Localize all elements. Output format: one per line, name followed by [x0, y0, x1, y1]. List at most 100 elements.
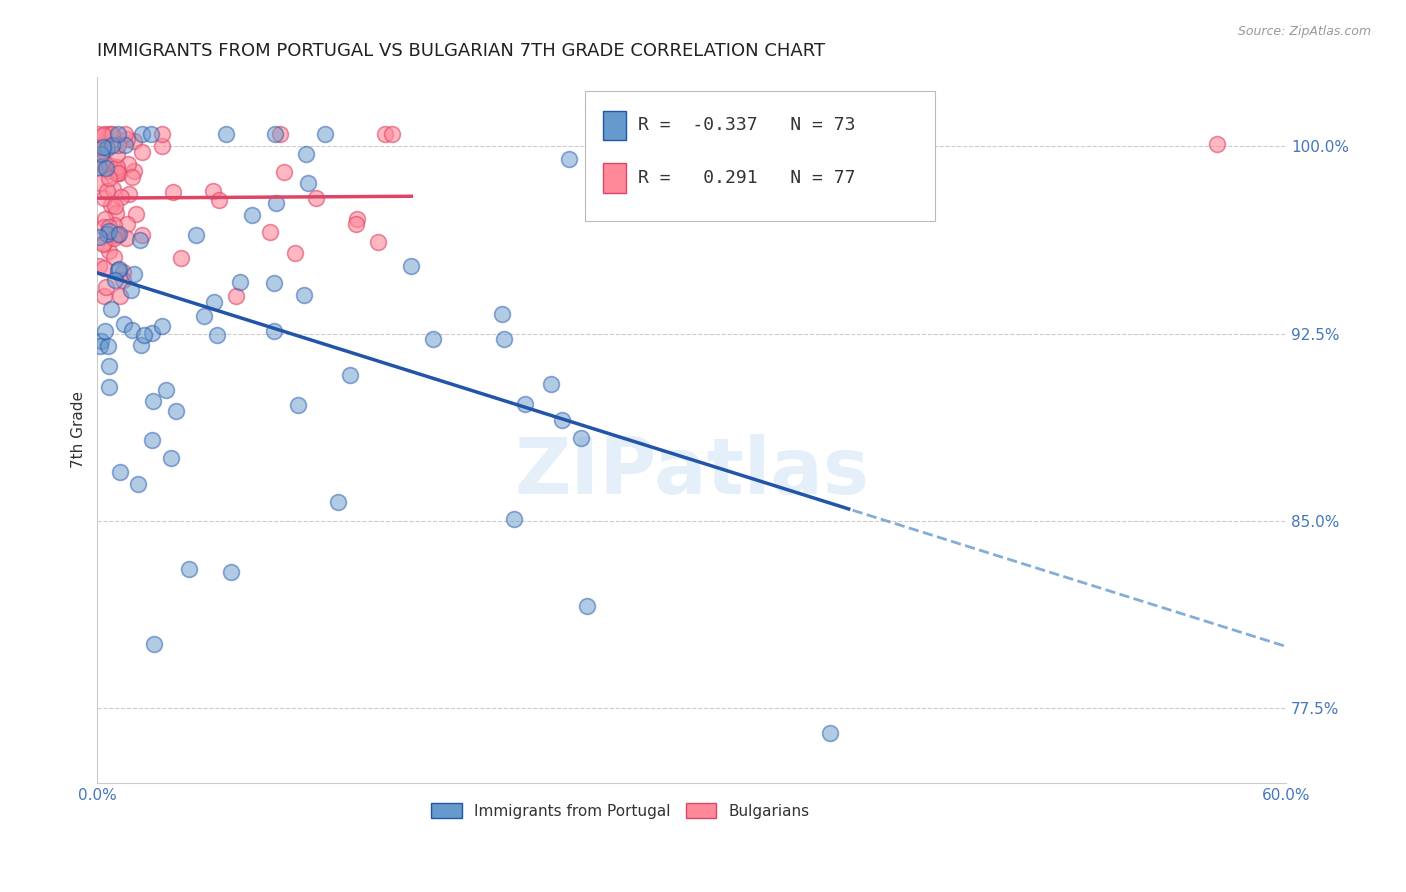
Bulgarians — [121, 169, 143, 184]
Bulgarians — [162, 186, 184, 200]
Bulgarians — [150, 139, 173, 153]
Immigrants from Portugal — [491, 308, 513, 322]
Bulgarians — [118, 187, 141, 202]
Bulgarians — [93, 235, 115, 250]
Bulgarians — [105, 227, 128, 242]
Immigrants from Portugal — [297, 177, 319, 191]
Bulgarians — [117, 157, 139, 171]
Bulgarians — [115, 132, 138, 146]
Bulgarians — [94, 212, 117, 227]
Immigrants from Portugal — [492, 332, 515, 346]
Immigrants from Portugal — [339, 368, 361, 382]
Immigrants from Portugal — [287, 398, 309, 412]
Bulgarians — [93, 289, 115, 303]
Bulgarians — [1205, 136, 1227, 151]
Bulgarians — [122, 163, 145, 178]
Immigrants from Portugal — [150, 319, 173, 334]
Bulgarians — [131, 227, 153, 242]
Immigrants from Portugal — [155, 383, 177, 397]
Immigrants from Portugal — [94, 324, 117, 338]
Bulgarians — [97, 219, 120, 234]
Immigrants from Portugal — [96, 161, 118, 175]
Immigrants from Portugal — [89, 339, 111, 353]
Bulgarians — [305, 191, 328, 205]
Bulgarians — [103, 219, 125, 233]
Immigrants from Portugal — [240, 207, 263, 221]
Bulgarians — [94, 127, 117, 141]
Immigrants from Portugal — [114, 138, 136, 153]
Bulgarians — [103, 250, 125, 264]
Bulgarians — [105, 227, 128, 242]
Immigrants from Portugal — [820, 726, 842, 740]
Bulgarians — [105, 160, 128, 174]
Immigrants from Portugal — [205, 328, 228, 343]
Immigrants from Portugal — [108, 466, 131, 480]
Bulgarians — [96, 185, 118, 199]
Bulgarians — [169, 251, 191, 265]
Bulgarians — [111, 272, 134, 286]
Bulgarians — [114, 127, 136, 141]
Immigrants from Portugal — [503, 512, 526, 526]
Immigrants from Portugal — [87, 160, 110, 174]
Immigrants from Portugal — [422, 332, 444, 346]
Bulgarians — [91, 128, 114, 142]
Immigrants from Portugal — [141, 326, 163, 340]
Immigrants from Portugal — [104, 273, 127, 287]
Immigrants from Portugal — [97, 339, 120, 353]
Text: Source: ZipAtlas.com: Source: ZipAtlas.com — [1237, 25, 1371, 38]
Immigrants from Portugal — [141, 434, 163, 448]
Bulgarians — [104, 205, 127, 219]
Bulgarians — [207, 194, 229, 208]
Bulgarians — [259, 226, 281, 240]
Immigrants from Portugal — [90, 334, 112, 349]
Immigrants from Portugal — [129, 338, 152, 352]
Bulgarians — [284, 246, 307, 260]
Immigrants from Portugal — [576, 599, 599, 614]
Bulgarians — [124, 207, 146, 221]
Bulgarians — [89, 259, 111, 273]
Immigrants from Portugal — [100, 138, 122, 153]
Bulgarians — [86, 127, 108, 141]
Immigrants from Portugal — [120, 284, 142, 298]
Bulgarians — [111, 265, 134, 279]
Bulgarians — [104, 166, 127, 180]
Immigrants from Portugal — [165, 404, 187, 418]
Immigrants from Portugal — [264, 127, 287, 141]
Bulgarians — [107, 166, 129, 180]
Text: R =  -0.337   N = 73: R = -0.337 N = 73 — [638, 116, 856, 135]
Immigrants from Portugal — [215, 127, 238, 141]
Immigrants from Portugal — [122, 267, 145, 281]
Bulgarians — [273, 165, 295, 179]
Immigrants from Portugal — [98, 224, 121, 238]
Bulgarians — [91, 236, 114, 251]
Immigrants from Portugal — [107, 127, 129, 141]
Text: R =   0.291   N = 77: R = 0.291 N = 77 — [638, 169, 856, 187]
Bulgarians — [97, 244, 120, 258]
Bulgarians — [105, 147, 128, 161]
Immigrants from Portugal — [142, 637, 165, 651]
Immigrants from Portugal — [90, 147, 112, 161]
Immigrants from Portugal — [569, 431, 592, 445]
Immigrants from Portugal — [294, 147, 316, 161]
Bulgarians — [93, 191, 115, 205]
Immigrants from Portugal — [401, 259, 423, 273]
Bulgarians — [110, 190, 132, 204]
Bulgarians — [114, 230, 136, 244]
Immigrants from Portugal — [108, 262, 131, 277]
Immigrants from Portugal — [263, 324, 285, 338]
Bulgarians — [150, 127, 173, 141]
Bulgarians — [97, 158, 120, 172]
Immigrants from Portugal — [184, 228, 207, 243]
Immigrants from Portugal — [131, 127, 153, 141]
Bulgarians — [103, 231, 125, 245]
Immigrants from Portugal — [326, 495, 349, 509]
Bulgarians — [104, 199, 127, 213]
Immigrants from Portugal — [513, 397, 536, 411]
Bulgarians — [374, 127, 396, 141]
Bulgarians — [105, 227, 128, 242]
Bulgarians — [131, 145, 153, 159]
Immigrants from Portugal — [557, 152, 579, 166]
Bulgarians — [98, 164, 121, 178]
Immigrants from Portugal — [107, 263, 129, 277]
Immigrants from Portugal — [98, 359, 121, 373]
